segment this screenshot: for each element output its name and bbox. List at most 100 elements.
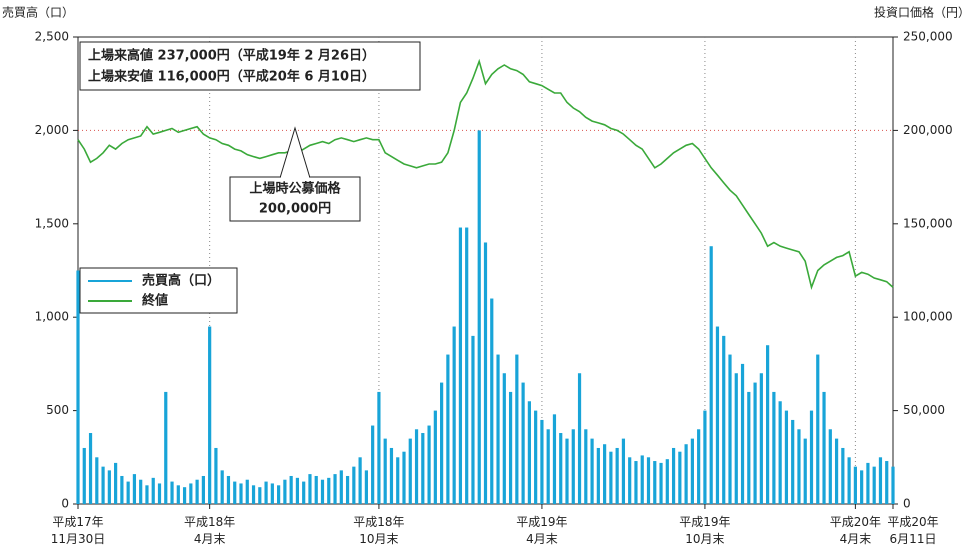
volume-bar: [421, 433, 425, 504]
volume-bar: [866, 462, 870, 504]
volume-bar: [314, 475, 318, 504]
x-tick-label: 平成20年 6月11日: [887, 515, 938, 546]
volume-bar: [308, 474, 312, 504]
volume-bar: [95, 457, 99, 504]
volume-bar: [722, 335, 726, 504]
volume-bar: [728, 354, 732, 504]
volume-bar: [208, 326, 212, 504]
volume-bar: [283, 479, 287, 504]
volume-bar: [778, 401, 782, 504]
volume-bar: [496, 354, 500, 504]
y-tick-label: 1,500: [35, 216, 69, 230]
volume-bar: [552, 414, 557, 504]
volume-bar: [408, 438, 412, 504]
volume-bar: [389, 447, 394, 504]
callout: 200,000円: [259, 202, 331, 217]
annotation: 上場来高値 237,000円（平成19年 2 月26日）: [88, 48, 375, 64]
volume-bar: [145, 485, 149, 504]
annotation: 上場来安値 116,000円（平成20年 6 月10日）: [88, 69, 375, 85]
volume-bar: [114, 462, 118, 504]
volume-bar: [151, 477, 155, 504]
volume-bar: [458, 227, 463, 504]
volume-bar: [697, 429, 701, 504]
volume-bar: [690, 438, 694, 504]
x-tick-label: 平成20年 4月末: [830, 515, 881, 546]
volume-bar: [766, 345, 770, 504]
volume-bar: [164, 391, 168, 504]
volume-bar: [816, 354, 820, 504]
volume-bar: [559, 433, 563, 504]
y2-axis-label: 投資口価格（円）: [874, 5, 970, 20]
volume-bar: [834, 438, 839, 504]
volume-bar: [220, 470, 224, 504]
volume-bar: [452, 326, 456, 504]
y-tick-label: 2,500: [35, 30, 69, 44]
volume-bar: [546, 429, 550, 504]
volume-bar: [527, 401, 531, 504]
legend-label: 終値: [142, 293, 168, 309]
y2-tick-label: 200,000: [903, 123, 953, 137]
volume-bar: [715, 326, 720, 504]
volume-bar: [740, 363, 745, 504]
volume-bar: [245, 479, 249, 504]
volume-bar: [621, 438, 626, 504]
volume-bar: [665, 459, 669, 504]
callout: 上場時公募価格: [249, 181, 341, 197]
volume-bar: [860, 470, 864, 504]
volume-bar: [139, 479, 143, 504]
volume-bar: [402, 451, 406, 504]
volume-bar: [327, 477, 331, 504]
volume-bar: [176, 485, 180, 504]
volume-bar: [872, 466, 876, 504]
plot: 0 500 1,000 1,500 2,000 2,500 0 50,000 100,000 15…: [35, 30, 953, 546]
volume-bar: [502, 373, 506, 504]
volume-bar: [646, 457, 651, 504]
volume-bar: [653, 461, 657, 504]
volume-bar: [189, 483, 193, 504]
volume-bar: [126, 481, 130, 504]
y2-tick-label: 150,000: [903, 216, 953, 230]
volume-bar: [132, 474, 137, 504]
volume-bar: [803, 438, 807, 504]
volume-bar: [628, 457, 632, 504]
volume-bar: [258, 487, 262, 504]
volume-bar: [822, 391, 826, 504]
volume-bar: [414, 429, 419, 504]
volume-bar: [233, 481, 237, 504]
volume-bar: [333, 474, 337, 504]
y2-tick-label: 50,000: [903, 403, 945, 417]
volume-bar: [477, 130, 481, 504]
legend-label: 売買高（口）: [142, 273, 220, 289]
volume-bar: [747, 391, 751, 504]
volume-bar: [584, 429, 588, 504]
volume-bar: [734, 373, 738, 504]
volume-bar: [277, 485, 281, 504]
volume-bar: [753, 382, 757, 504]
y-tick-label: 0: [61, 497, 69, 511]
x-tick-label: 平成19年 4月末: [516, 515, 567, 546]
volume-bar: [490, 298, 494, 504]
volume-bar: [120, 475, 124, 504]
volume-bar: [784, 410, 789, 504]
volume-bar: [251, 485, 256, 504]
volume-bar: [841, 447, 845, 504]
callout-box: [229, 176, 361, 222]
volume-bar: [320, 479, 325, 504]
volume-bar: [433, 410, 437, 504]
y-tick-label: 500: [46, 403, 69, 417]
volume-bar: [571, 429, 575, 504]
volume-bar: [440, 382, 444, 504]
y2-tick-label: 250,000: [903, 30, 953, 44]
volume-bar: [427, 425, 431, 504]
volume-bar: [195, 479, 199, 504]
volume-bar: [352, 466, 356, 504]
volume-bar: [809, 410, 814, 504]
volume-bar: [797, 429, 801, 504]
volume-bar: [671, 447, 676, 504]
volume-bar: [609, 451, 613, 504]
volume-bar: [684, 444, 688, 504]
volume-bar: [577, 373, 582, 504]
price-line: [77, 58, 894, 291]
volume-bar: [364, 470, 368, 504]
